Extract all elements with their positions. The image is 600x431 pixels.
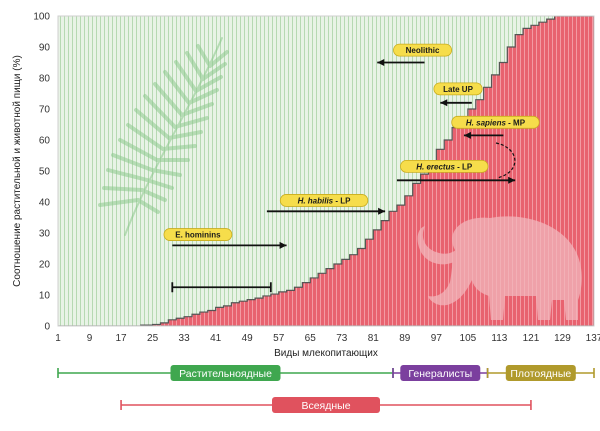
x-tick-label: 105 — [460, 333, 477, 344]
annotation-label: H. erectus - LP — [416, 162, 473, 171]
category-1: Растительноядные — [57, 365, 394, 381]
annotations: E. hominins H. habilis - LP H. erectus - L… — [163, 43, 540, 293]
palm-leaf-icon — [98, 37, 229, 236]
y-tick-label: 50 — [39, 167, 51, 178]
x-tick-label: 57 — [273, 333, 285, 344]
annotation-arrowhead — [377, 59, 385, 66]
category-label: Генералисты — [408, 368, 472, 380]
y-tick-label: 20 — [39, 260, 51, 271]
x-tick-label: 1 — [55, 333, 61, 344]
category-label-box — [400, 365, 481, 381]
diet-categories: Растительноядные Генералисты Плотоядные Все… — [57, 365, 595, 413]
y-axis: 0 10 20 30 40 50 60 70 80 90 100 — [33, 12, 50, 333]
x-tick-label: 89 — [399, 333, 411, 344]
annotation-arrowhead — [463, 131, 471, 139]
range-bar — [171, 282, 272, 293]
annotation-label-box — [451, 115, 540, 129]
plot-area — [58, 16, 594, 326]
y-tick-label: 80 — [39, 74, 51, 85]
plot-frame — [57, 15, 595, 327]
x-tick-label: 73 — [336, 333, 348, 344]
x-tick-label: 49 — [242, 333, 254, 344]
x-tick-label: 129 — [554, 333, 571, 344]
y-axis-title: Соотношение растительной и животной пищи… — [12, 55, 23, 287]
annotation-arrowhead — [440, 99, 448, 107]
annotation-label-box — [279, 194, 369, 207]
category-label: Плотоядные — [510, 368, 571, 380]
annotation-label: H. habilis - LP — [298, 196, 352, 205]
annotation-label-box — [400, 159, 489, 173]
x-tick-label: 33 — [179, 333, 191, 344]
mammoth-icon — [417, 216, 582, 320]
category-label: Растительноядные — [179, 368, 272, 380]
x-tick-label: 41 — [210, 333, 222, 344]
x-tick-label: 9 — [87, 333, 93, 344]
x-tick-label: 113 — [491, 333, 507, 344]
annotation-arrowhead — [279, 241, 287, 249]
category-2: Генералисты — [392, 365, 489, 381]
sapiens-erectus-curve — [495, 142, 516, 179]
annotation: Late UP — [433, 82, 483, 107]
category-label-box — [505, 365, 576, 381]
annotation-label-box — [393, 43, 453, 57]
annotation-label: H. sapiens - MP — [466, 118, 526, 127]
x-axis: 1 9 17 25 33 41 49 57 65 73 81 89 97 105 113 121 129 137 — [55, 333, 600, 344]
y-tick-label: 40 — [39, 198, 51, 209]
category-3: Плотоядные — [486, 365, 595, 381]
annotation-label-box — [433, 82, 483, 96]
y-tick-label: 30 — [39, 229, 51, 240]
annotation: H. sapiens - MP — [451, 115, 540, 139]
category-label: Всеядные — [301, 400, 350, 412]
annotation: H. habilis - LP — [266, 194, 386, 215]
annotation-label: Neolithic — [406, 46, 440, 55]
annotation-label-box — [163, 228, 233, 241]
y-tick-label: 0 — [44, 322, 50, 333]
y-tick-label: 70 — [39, 105, 51, 116]
annotation: H. erectus - LP — [396, 159, 516, 184]
y-tick-label: 90 — [39, 43, 51, 54]
x-tick-label: 97 — [431, 333, 443, 344]
y-tick-label: 60 — [39, 136, 51, 147]
annotation-arrowhead — [378, 207, 386, 215]
x-axis-title: Виды млекопитающих — [274, 348, 378, 359]
x-tick-label: 25 — [147, 333, 159, 344]
x-tick-label: 121 — [523, 333, 540, 344]
y-tick-label: 10 — [39, 291, 51, 302]
category-label-box — [272, 397, 380, 413]
x-tick-label: 81 — [368, 333, 380, 344]
y-tick-label: 100 — [33, 12, 50, 23]
category-4: Всеядные — [120, 397, 532, 413]
annotation-label: Late UP — [443, 85, 473, 94]
annotation-arrowhead — [508, 176, 516, 184]
annotation: E. hominins — [163, 228, 287, 249]
x-tick-label: 17 — [115, 333, 127, 344]
annotation: Neolithic — [377, 43, 453, 66]
x-tick-label: 65 — [305, 333, 317, 344]
annotation-label: E. hominins — [175, 231, 221, 240]
x-tick-label: 137 — [586, 333, 600, 344]
category-label-box — [170, 365, 281, 381]
